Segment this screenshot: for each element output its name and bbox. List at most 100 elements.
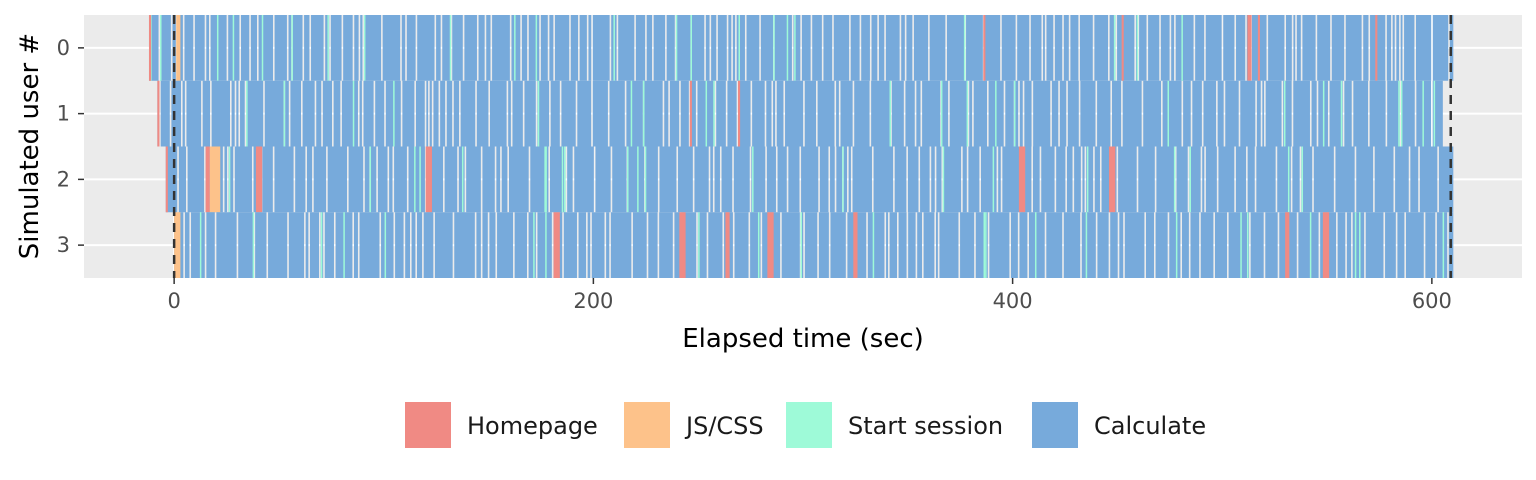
bar-calculate (714, 146, 720, 213)
bar-calculate (1228, 212, 1250, 278)
bar-start-session (1422, 80, 1424, 147)
bar-calculate (901, 15, 905, 81)
bar-calculate (1298, 212, 1319, 278)
bar-calculate (360, 15, 363, 81)
bar-calculate (537, 80, 550, 147)
bar-calculate (716, 80, 726, 147)
bar-start-session (966, 80, 969, 147)
bar-start-session (537, 80, 540, 147)
bar-calculate (1054, 15, 1063, 81)
bar-calculate (579, 15, 587, 81)
bar-calculate (433, 80, 439, 147)
bar-start-session (535, 15, 538, 81)
bar-start-session (327, 15, 329, 81)
bar-calculate (1056, 146, 1066, 213)
bar-calculate (1436, 212, 1448, 278)
bar-start-session (320, 212, 323, 278)
bar-calculate (1051, 80, 1059, 147)
bar-start-session (545, 212, 547, 278)
bar-calculate (395, 212, 404, 278)
bar-calculate (1256, 80, 1261, 147)
bar-calculate (417, 15, 435, 81)
bar-calculate (1217, 80, 1224, 147)
bar-calculate (1313, 146, 1334, 213)
bar-calculate (680, 80, 689, 147)
bar-calculate (1200, 212, 1214, 278)
bar-calculate (567, 146, 573, 213)
bar-calculate (1189, 146, 1201, 213)
bar-start-session (738, 15, 740, 81)
legend: Homepage JS/CSS Start session Calculate (405, 402, 1206, 448)
bar-start-session (1173, 146, 1176, 213)
bar-jscss (209, 146, 221, 213)
bar-calculate (973, 80, 988, 147)
bar-calculate (732, 15, 736, 81)
bar-start-session (642, 80, 645, 147)
bar-start-session (533, 212, 535, 278)
bar-calculate (610, 212, 632, 278)
bar-start-session (1283, 80, 1286, 147)
bar-start-session (1442, 212, 1445, 278)
bar-start-session (369, 146, 372, 213)
bar-calculate (1214, 212, 1228, 278)
y-axis-title: Simulated user # (15, 33, 45, 259)
bar-homepage (165, 146, 168, 213)
bar-calculate (1097, 80, 1111, 147)
bar-calculate (148, 15, 159, 81)
bar-calculate (878, 15, 885, 81)
bar-calculate (1352, 212, 1365, 278)
bar-calculate (210, 15, 227, 81)
bar-calculate (359, 80, 362, 147)
bar-calculate (705, 15, 710, 81)
bar-calculate (325, 15, 330, 81)
bar-calculate (852, 146, 872, 213)
bar-start-session (983, 212, 986, 278)
bar-calculate (401, 15, 406, 81)
bar-start-session (1359, 212, 1361, 278)
bar-calculate (528, 15, 540, 81)
bar-calculate (236, 80, 239, 147)
bar-calculate (1145, 212, 1154, 278)
bar-homepage (553, 212, 560, 278)
bar-calculate (1432, 80, 1443, 147)
x-axis-ticks: 0 200 400 600 (167, 278, 1452, 313)
bar-calculate (402, 80, 415, 147)
bar-calculate (186, 80, 202, 147)
bar-calculate (268, 212, 288, 278)
bar-calculate (165, 146, 178, 213)
bar-calculate (750, 212, 761, 278)
bar-calculate (423, 212, 434, 278)
bar-calculate (666, 15, 675, 81)
bar-start-session (1013, 80, 1016, 147)
bar-calculate (1033, 80, 1051, 147)
bar-calculate (333, 80, 341, 147)
bar-calculate (1370, 15, 1386, 81)
bar-homepage (853, 212, 858, 278)
bar-calculate (1225, 80, 1239, 147)
bar-calculate (521, 15, 528, 81)
bar-calculate (664, 80, 669, 147)
bar-start-session (393, 80, 395, 147)
bar-calculate (1139, 15, 1147, 81)
bar-start-session (160, 15, 162, 81)
y-tick-label: 3 (57, 233, 70, 257)
bar-calculate (1046, 15, 1054, 81)
bar-calculate (482, 212, 488, 278)
bar-calculate (836, 146, 843, 213)
bar-calculate (458, 146, 465, 213)
legend-swatch-calculate (1032, 402, 1078, 448)
bar-calculate (258, 15, 273, 81)
bar-calculate (570, 15, 579, 81)
bar-calculate (727, 80, 737, 147)
bar-calculate (801, 15, 811, 81)
bar-calculate (341, 80, 358, 147)
bar-calculate (1293, 15, 1296, 81)
bar-calculate (736, 15, 745, 81)
bar-homepage (425, 146, 432, 213)
bar-calculate (1329, 80, 1343, 147)
bar-calculate (1262, 80, 1265, 147)
bar-calculate (1203, 80, 1217, 147)
bar-calculate (1205, 15, 1222, 81)
bar-calculate (1247, 146, 1255, 213)
bar-calculate (194, 15, 205, 81)
